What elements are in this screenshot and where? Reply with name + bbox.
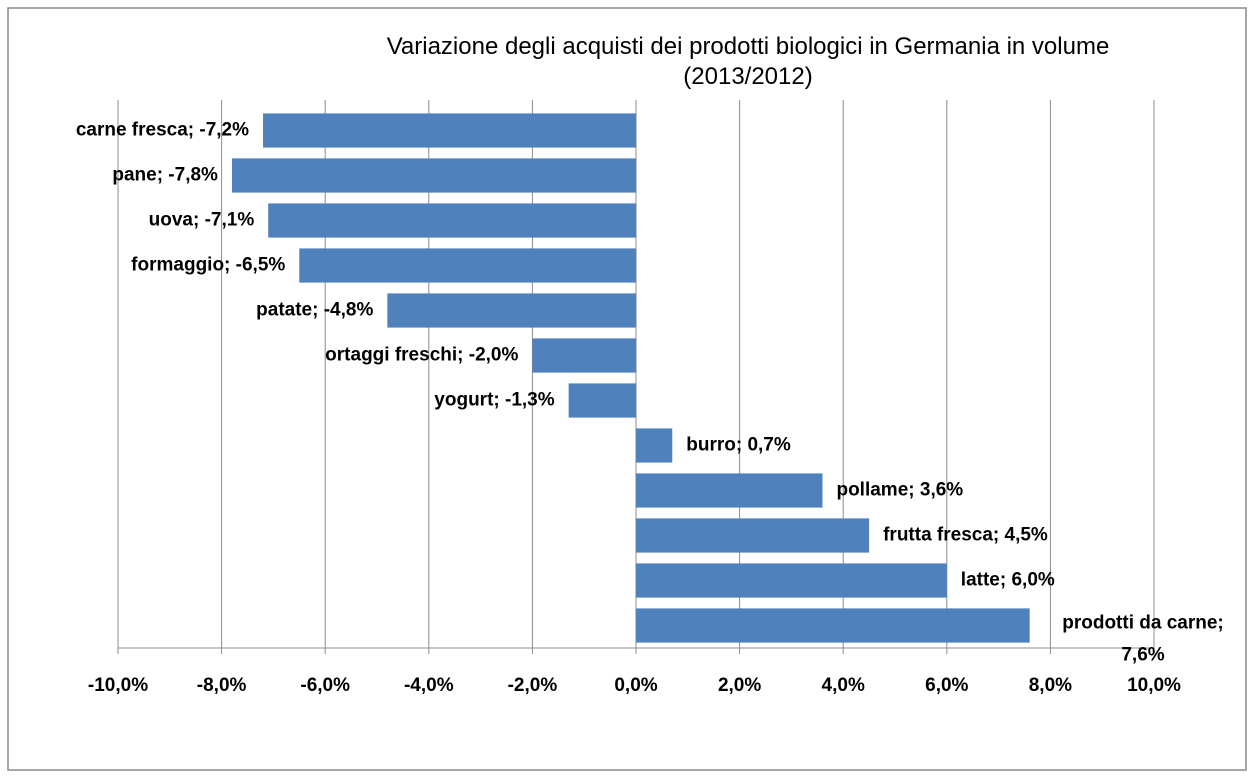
bar <box>387 293 636 328</box>
x-tick-label: -2,0% <box>508 675 558 696</box>
bar <box>532 338 636 373</box>
x-tick-label: -6,0% <box>300 675 350 696</box>
data-label: uova; -7,1% <box>149 210 255 231</box>
bar <box>299 248 636 283</box>
x-tick-label: 0,0% <box>614 675 657 696</box>
data-label: latte; 6,0% <box>961 570 1055 591</box>
data-label: yogurt; -1,3% <box>434 390 554 411</box>
x-tick-label: 8,0% <box>1029 675 1072 696</box>
data-label: patate; -4,8% <box>256 300 373 321</box>
data-label: prodotti da carne; 7,6% <box>1062 613 1224 666</box>
bar <box>231 158 636 193</box>
bar <box>636 518 870 553</box>
data-label: carne fresca; -7,2% <box>76 120 249 141</box>
bar <box>636 473 823 508</box>
bar <box>568 383 636 418</box>
x-tick-label: 6,0% <box>925 675 968 696</box>
data-label: burro; 0,7% <box>686 435 791 456</box>
x-tick-label: -4,0% <box>404 675 454 696</box>
x-tick-label: 2,0% <box>718 675 761 696</box>
x-tick-label: -10,0% <box>88 675 148 696</box>
bar <box>636 608 1030 643</box>
bar <box>636 563 947 598</box>
data-label: ortaggi freschi; -2,0% <box>325 345 518 366</box>
bar <box>268 203 636 238</box>
data-label: pollame; 3,6% <box>836 480 963 501</box>
data-label: frutta fresca; 4,5% <box>883 525 1048 546</box>
x-tick-label: 4,0% <box>822 675 865 696</box>
x-tick-label: 10,0% <box>1127 675 1181 696</box>
bar <box>263 113 636 148</box>
bar <box>636 428 673 463</box>
x-tick-label: -8,0% <box>197 675 247 696</box>
data-label: pane; -7,8% <box>112 165 218 186</box>
data-label: formaggio; -6,5% <box>131 255 285 276</box>
chart-title: Variazione degli acquisti dei prodotti b… <box>387 33 1110 90</box>
